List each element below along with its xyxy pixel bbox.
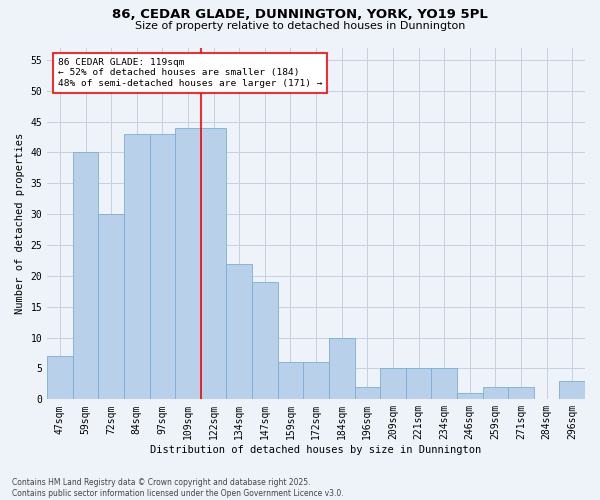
Bar <box>226 264 252 400</box>
Bar <box>303 362 329 400</box>
Bar <box>482 387 508 400</box>
Bar <box>124 134 149 400</box>
Bar <box>329 338 355 400</box>
Bar <box>98 214 124 400</box>
Bar <box>47 356 73 400</box>
Text: 86 CEDAR GLADE: 119sqm
← 52% of detached houses are smaller (184)
48% of semi-de: 86 CEDAR GLADE: 119sqm ← 52% of detached… <box>58 58 322 88</box>
Bar <box>457 393 482 400</box>
Bar <box>149 134 175 400</box>
Bar <box>380 368 406 400</box>
Bar <box>431 368 457 400</box>
Text: Contains HM Land Registry data © Crown copyright and database right 2025.
Contai: Contains HM Land Registry data © Crown c… <box>12 478 344 498</box>
Bar <box>559 381 585 400</box>
Bar <box>252 282 278 400</box>
Bar <box>201 128 226 400</box>
Bar <box>278 362 303 400</box>
Bar <box>355 387 380 400</box>
Text: Size of property relative to detached houses in Dunnington: Size of property relative to detached ho… <box>135 21 465 31</box>
Bar <box>508 387 534 400</box>
Y-axis label: Number of detached properties: Number of detached properties <box>15 133 25 314</box>
Bar <box>175 128 201 400</box>
Text: 86, CEDAR GLADE, DUNNINGTON, YORK, YO19 5PL: 86, CEDAR GLADE, DUNNINGTON, YORK, YO19 … <box>112 8 488 20</box>
X-axis label: Distribution of detached houses by size in Dunnington: Distribution of detached houses by size … <box>151 445 482 455</box>
Bar <box>73 152 98 400</box>
Bar <box>406 368 431 400</box>
